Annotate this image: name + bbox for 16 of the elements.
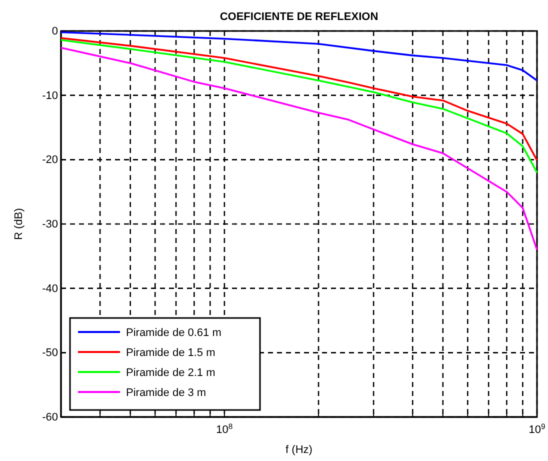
x-tick-label: 10$^{9}$	[528, 422, 546, 436]
x-tick-label: 10$^{8}$	[216, 422, 233, 436]
legend-label: Piramide de 1.5 m	[126, 347, 216, 359]
y-tick-label: -50	[42, 347, 58, 360]
legend-label: Piramide de 0.61 m	[126, 327, 222, 339]
chart-title: COEFICIENTE DE REFLEXION	[220, 11, 378, 23]
y-axis-title: R (dB)	[13, 208, 25, 240]
x-axis-title: f (Hz)	[286, 444, 312, 456]
y-tick-label: 0	[52, 26, 58, 38]
legend-label: Piramide de 3 m	[126, 387, 206, 399]
legend-label: Piramide de 2.1 m	[126, 367, 216, 379]
y-tick-label: -60	[42, 412, 58, 424]
y-tick-label: -10	[42, 90, 58, 102]
y-tick-label: -20	[42, 154, 58, 166]
y-tick-label: -40	[42, 282, 58, 295]
y-tick-label: -30	[42, 218, 58, 231]
